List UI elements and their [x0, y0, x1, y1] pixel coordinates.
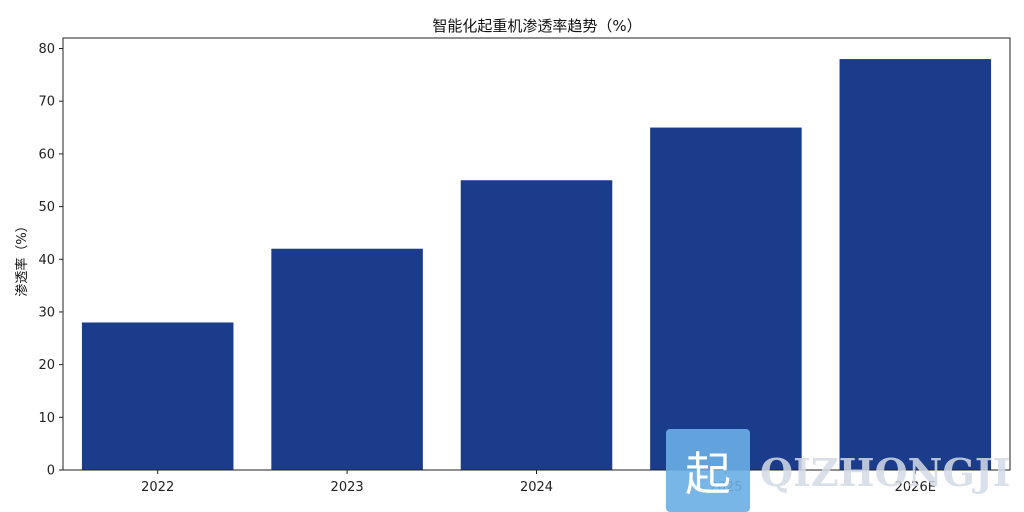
x-tick-label: 2024: [520, 480, 553, 495]
x-tick-label: 2026E: [895, 480, 936, 495]
watermark: 起 QIZHONGJI: [666, 429, 1011, 512]
x-tick-label: 2023: [331, 480, 364, 495]
bar-2022: [81, 322, 234, 470]
y-axis-label: 渗透率（%）: [14, 219, 30, 296]
bar-2025: [650, 127, 802, 470]
y-tick-label: 30: [38, 305, 55, 320]
bar-2026E: [839, 59, 992, 470]
bar-2024: [460, 180, 613, 470]
bars-group: [81, 59, 992, 470]
y-ticks-group: 0 10 20 30 40 50 60 70 80: [38, 42, 63, 479]
chart-title: 智能化起重机渗透率趋势（%）: [432, 17, 641, 35]
y-tick-label: 0: [47, 464, 55, 479]
y-tick-label: 80: [38, 42, 55, 57]
plot-frame: [62, 37, 1011, 471]
y-tick-label: 10: [38, 411, 55, 426]
bar-2023: [271, 248, 423, 470]
watermark-badge: [666, 429, 750, 512]
watermark-text: QIZHONGJI: [760, 450, 1011, 495]
y-tick-label: 40: [38, 253, 55, 268]
watermark-glyph: 起: [685, 447, 731, 501]
y-tick-label: 20: [38, 358, 55, 373]
x-tick-label: 2022: [141, 480, 174, 495]
y-tick-label: 70: [38, 95, 55, 110]
y-tick-label: 60: [38, 147, 55, 162]
y-tick-label: 50: [38, 200, 55, 215]
